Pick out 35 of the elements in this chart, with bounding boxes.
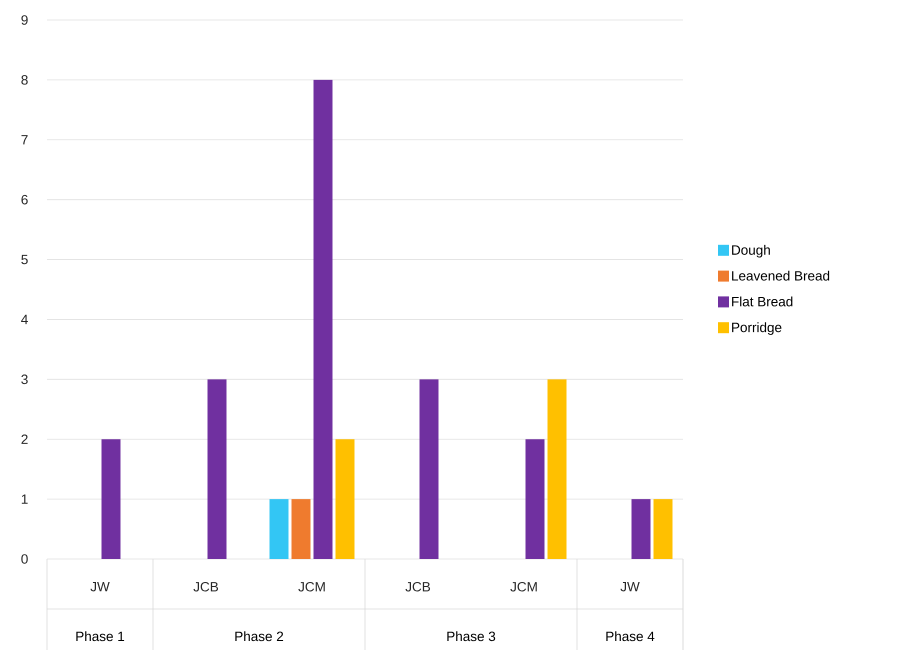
legend-label: Dough <box>732 244 770 258</box>
y-tick-label: 8 <box>21 75 28 85</box>
y-tick-label: 2 <box>21 434 28 444</box>
y-tick-label: 3 <box>21 374 28 384</box>
text: Phase 4 <box>606 631 654 642</box>
text: Phase 1 <box>76 631 124 642</box>
bar <box>314 80 332 559</box>
legend-label: Flat Bread <box>732 296 792 306</box>
bar <box>654 499 673 559</box>
x-tick-label: JCM <box>510 582 537 592</box>
x-tick-label: JCB <box>405 582 430 592</box>
text: Phase 3 <box>447 631 496 642</box>
y-tick-label: 5 <box>21 254 28 264</box>
x-tick-label: JW <box>620 582 640 592</box>
y-tick-label: 7 <box>21 135 28 144</box>
legend-label: Porridge <box>732 322 782 335</box>
y-tick-label: 0 <box>21 554 28 564</box>
bar <box>632 499 651 559</box>
bar <box>336 439 354 559</box>
bar <box>208 379 226 559</box>
x-tick-label: JW <box>90 582 110 592</box>
bar <box>548 379 567 559</box>
bar <box>420 379 438 559</box>
legend-label: Leavened Bread <box>732 270 830 281</box>
y-tick-label: 9 <box>21 15 28 25</box>
bar <box>292 499 310 559</box>
bar <box>102 439 120 559</box>
y-tick-label: 6 <box>21 194 28 204</box>
bar <box>526 439 544 559</box>
x-tick-label: JCM <box>298 582 325 592</box>
y-tick-label: 1 <box>22 494 28 504</box>
bar <box>270 499 288 559</box>
x-tick-label: JCB <box>193 582 218 592</box>
text: Phase 2 <box>235 631 284 642</box>
y-tick-label: 4 <box>21 314 28 324</box>
